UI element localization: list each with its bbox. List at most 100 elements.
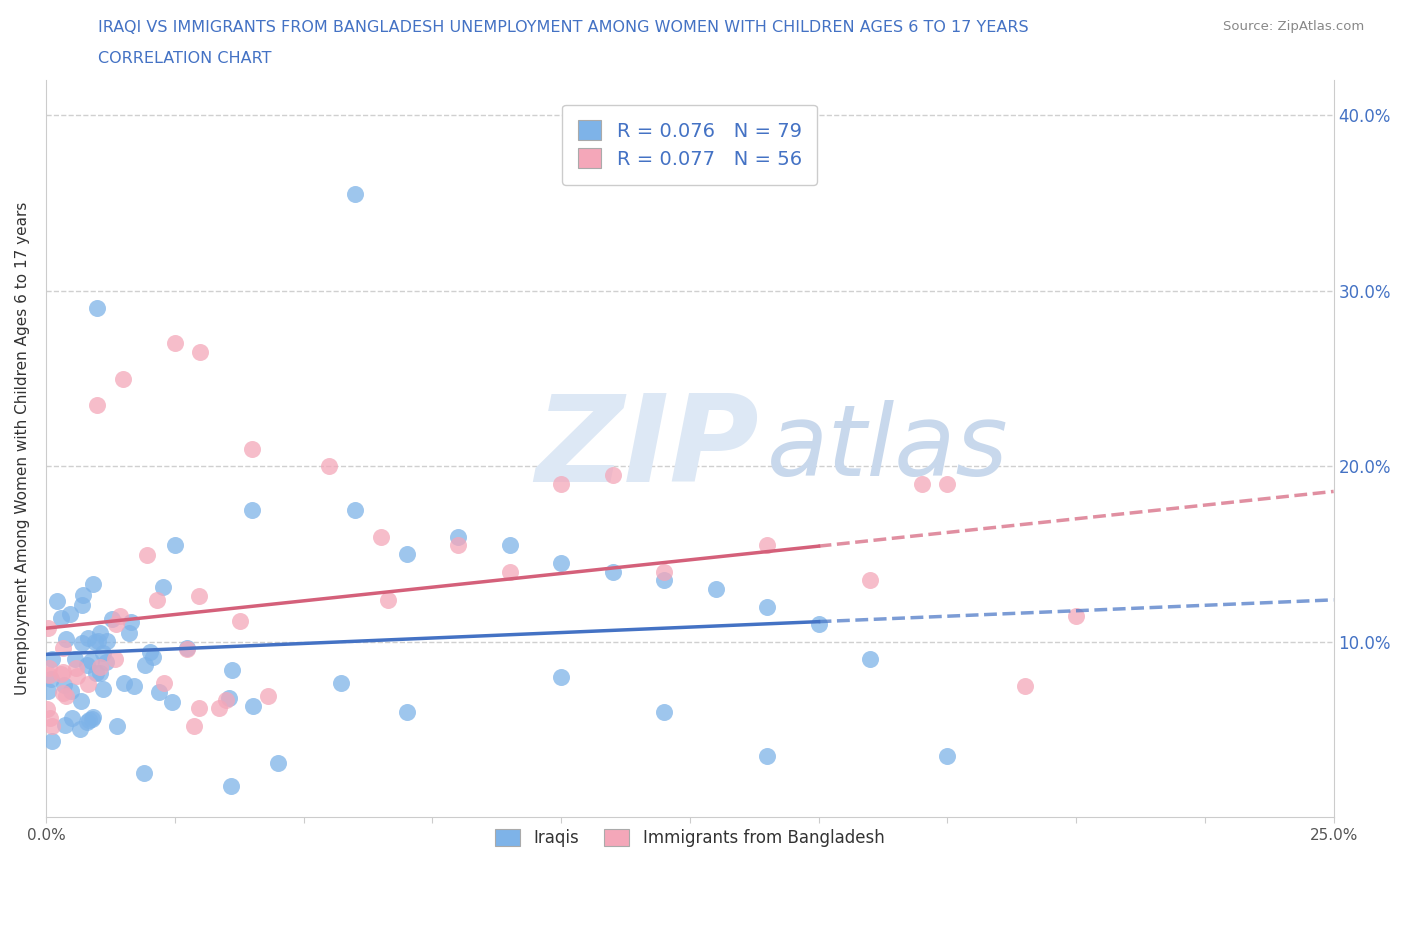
Point (84, 666, 107, 681)
Point (76, 714, 98, 729)
Point (266, 756, 288, 771)
Point (105, 617, 128, 631)
Text: atlas: atlas (768, 400, 1008, 498)
Point (86, 301, 108, 316)
Point (936, 476, 959, 491)
Point (136, 547, 159, 562)
Point (87, 633, 110, 648)
Point (104, 652, 127, 667)
Point (76, 658, 98, 673)
Point (550, 670, 572, 684)
Point (229, 614, 252, 629)
Point (112, 371, 135, 386)
Point (52, 677, 75, 692)
Text: Source: ZipAtlas.com: Source: ZipAtlas.com (1223, 20, 1364, 33)
Point (55, 689, 77, 704)
Point (807, 617, 830, 631)
Point (91, 681, 114, 696)
Point (1014, 678, 1036, 693)
Point (89, 625, 111, 640)
Point (134, 765, 156, 780)
Point (108, 608, 131, 623)
Y-axis label: Unemployment Among Women with Children Ages 6 to 17 years: Unemployment Among Women with Children A… (15, 202, 30, 696)
Point (70, 636, 93, 651)
Point (72, 588, 94, 603)
Point (145, 592, 167, 607)
Point (257, 688, 280, 703)
Point (70, 598, 93, 613)
Point (395, 547, 418, 562)
Point (756, 538, 779, 552)
Point (53, 718, 76, 733)
Point (52, 685, 75, 700)
Point (65, 669, 87, 684)
Point (139, 644, 162, 659)
Point (59, 607, 82, 622)
Point (100, 612, 122, 627)
Point (148, 684, 170, 699)
Point (142, 649, 165, 664)
Point (208, 700, 231, 715)
Text: IRAQI VS IMMIGRANTS FROM BANGLADESH UNEMPLOYMENT AMONG WOMEN WITH CHILDREN AGES : IRAQI VS IMMIGRANTS FROM BANGLADESH UNEM… (98, 20, 1029, 35)
Point (65, 661, 87, 676)
Point (77, 712, 100, 727)
Point (120, 615, 142, 630)
Point (118, 626, 141, 641)
Point (652, 573, 675, 588)
Point (176, 642, 198, 657)
Point (96, 633, 118, 648)
Point (89, 665, 111, 680)
Point (46, 593, 69, 608)
Point (498, 565, 520, 579)
Point (343, 503, 366, 518)
Point (704, 582, 727, 597)
Point (859, 573, 882, 588)
Point (756, 749, 779, 764)
Point (105, 719, 128, 734)
Point (41, 734, 63, 749)
Point (447, 529, 470, 544)
Point (395, 705, 418, 720)
Point (370, 529, 392, 544)
Point (240, 503, 263, 518)
Point (83, 634, 105, 649)
Point (152, 579, 174, 594)
Point (52, 641, 75, 656)
Point (89, 659, 111, 674)
Point (55, 631, 77, 646)
Point (652, 565, 675, 579)
Point (37, 684, 59, 698)
Point (49, 667, 72, 682)
Text: CORRELATION CHART: CORRELATION CHART (98, 51, 271, 66)
Point (39, 672, 62, 687)
Point (63, 652, 86, 667)
Point (69, 722, 91, 737)
Point (152, 675, 174, 690)
Point (187, 700, 209, 715)
Point (163, 336, 186, 351)
Point (1064, 608, 1087, 623)
Point (163, 538, 186, 552)
Point (377, 592, 399, 607)
Point (318, 458, 340, 473)
Point (77, 631, 100, 645)
Point (447, 538, 470, 552)
Point (86, 397, 108, 412)
Point (910, 476, 932, 491)
Point (41, 651, 63, 666)
Point (112, 676, 135, 691)
Point (602, 565, 624, 579)
Point (60, 711, 83, 725)
Point (550, 555, 572, 570)
Point (190, 345, 212, 360)
Point (498, 538, 520, 552)
Point (82, 710, 104, 724)
Point (38, 667, 60, 682)
Point (343, 187, 366, 202)
Point (35, 702, 58, 717)
Point (59, 683, 82, 698)
Point (756, 599, 779, 614)
Legend: Iraqis, Immigrants from Bangladesh: Iraqis, Immigrants from Bangladesh (482, 816, 897, 860)
Point (602, 468, 624, 483)
Point (52, 664, 75, 679)
